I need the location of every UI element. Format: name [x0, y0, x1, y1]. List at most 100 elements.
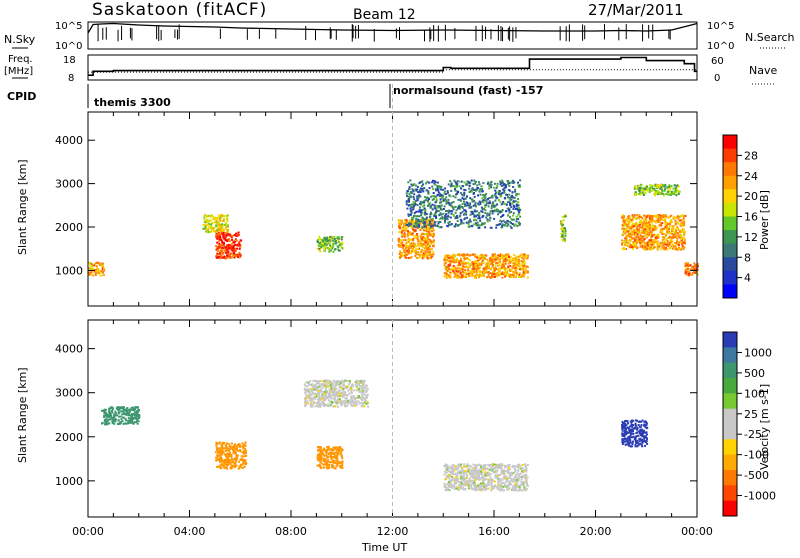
- db-cell: [494, 270, 496, 272]
- db-cell: [662, 247, 664, 249]
- db-cell: [463, 218, 465, 220]
- db-cell: [408, 196, 410, 198]
- db-cell: [667, 216, 669, 218]
- db-cell: [487, 261, 489, 263]
- db-cell: [488, 205, 490, 207]
- db-cell: [337, 246, 339, 248]
- db-cell: [482, 190, 484, 192]
- db-cell: [468, 226, 470, 228]
- db-cell: [453, 201, 455, 203]
- v-cell: [126, 407, 128, 409]
- db-cell: [515, 255, 517, 257]
- db-cell: [455, 186, 457, 188]
- db-cell: [514, 191, 516, 193]
- db-cell: [434, 225, 436, 227]
- db-cell: [416, 215, 418, 217]
- db-cell: [465, 211, 467, 213]
- db-cell: [648, 234, 650, 236]
- db-cell: [435, 196, 437, 198]
- v-cell: [337, 459, 339, 461]
- db-cell: [205, 214, 207, 216]
- db-cell: [225, 227, 227, 229]
- db-cell: [461, 275, 463, 277]
- db-cell: [501, 256, 503, 258]
- v-cell: [112, 408, 114, 410]
- v-cell: [451, 476, 453, 478]
- v-cell: [108, 411, 110, 413]
- db-cell: [676, 235, 678, 237]
- db-cell: [434, 221, 436, 223]
- db-cell: [436, 185, 438, 187]
- db-cell: [526, 258, 528, 260]
- db-cell: [403, 239, 405, 241]
- db-cell: [449, 271, 451, 273]
- db-cell: [211, 216, 213, 218]
- db-cell: [515, 263, 517, 265]
- db-cell: [457, 260, 459, 262]
- db-cell: [522, 268, 524, 270]
- db-cell: [224, 250, 226, 252]
- v-cell: [449, 479, 451, 481]
- v-cell: [116, 414, 118, 416]
- db-cell: [472, 266, 474, 268]
- db-cell: [233, 248, 235, 250]
- db-cell: [463, 198, 465, 200]
- db-cell: [637, 185, 639, 187]
- db-cell: [417, 240, 419, 242]
- db-cell: [226, 220, 228, 222]
- db-cell: [448, 202, 450, 204]
- db-cell: [427, 201, 429, 203]
- db-cell: [442, 189, 444, 191]
- db-cell: [222, 253, 224, 255]
- v-cell: [341, 448, 343, 450]
- db-cell: [512, 265, 514, 267]
- db-cell: [451, 213, 453, 215]
- db-cell: [410, 223, 412, 225]
- db-cell: [318, 245, 320, 247]
- db-cell: [513, 258, 515, 260]
- db-cell: [475, 205, 477, 207]
- db-cell: [450, 190, 452, 192]
- v-cell: [527, 464, 529, 466]
- db-cell: [660, 248, 662, 250]
- db-cell: [662, 239, 664, 241]
- db-cell: [635, 225, 637, 227]
- db-cell: [428, 224, 430, 226]
- db-cell: [329, 239, 331, 241]
- db-cell: [656, 242, 658, 244]
- v-cell: [128, 421, 130, 423]
- db-cell: [329, 245, 331, 247]
- db-cell: [452, 257, 454, 259]
- db-cell: [410, 247, 412, 249]
- db-cell: [341, 236, 343, 238]
- db-cell: [413, 246, 415, 248]
- v-cell: [133, 410, 135, 412]
- db-cell: [491, 263, 493, 265]
- db-cell: [505, 210, 507, 212]
- db-cell: [632, 246, 634, 248]
- db-cell: [638, 228, 640, 230]
- db-cell: [444, 222, 446, 224]
- db-cell: [456, 215, 458, 217]
- v-cell: [243, 466, 245, 468]
- db-cell: [632, 223, 634, 225]
- db-cell: [649, 242, 651, 244]
- db-cell: [477, 194, 479, 196]
- db-cell: [689, 272, 691, 274]
- db-cell: [670, 240, 672, 242]
- nsky-series: [88, 24, 697, 42]
- db-cell: [223, 244, 225, 246]
- db-cell: [491, 207, 493, 209]
- db-cell: [692, 268, 694, 270]
- db-cell: [461, 263, 463, 265]
- db-cell: [499, 223, 501, 225]
- db-cell: [643, 231, 645, 233]
- db-cell: [221, 250, 223, 252]
- freq-panel: Freq. [MHz] 18 8 60 0 Nave: [4, 54, 777, 84]
- db-cell: [643, 192, 645, 194]
- db-cell: [645, 244, 647, 246]
- db-cell: [416, 257, 418, 259]
- db-cell: [516, 220, 518, 222]
- v-cell: [125, 423, 127, 425]
- db-cell: [504, 224, 506, 226]
